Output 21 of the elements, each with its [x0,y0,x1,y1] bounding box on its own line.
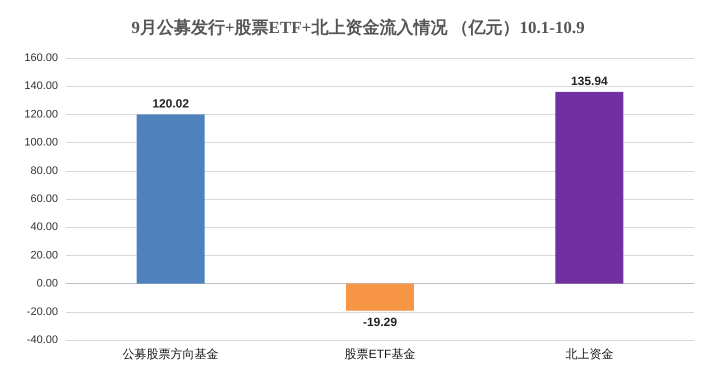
bar [346,284,414,311]
y-tick-label: -20.00 [26,306,58,318]
bar [555,92,624,284]
y-tick-label: 80.00 [30,164,58,177]
bar [136,114,205,284]
data-label: 135.94 [570,74,608,88]
x-tick-label: 公募股票方向基金 [122,347,219,361]
y-tick-label: 40.00 [30,221,58,234]
y-tick-label: 60.00 [30,193,58,205]
y-tick-label: 100.00 [24,136,58,149]
y-tick-label: 20.00 [30,249,58,262]
data-label: -19.29 [362,314,398,329]
y-tick-label: -40.00 [26,334,58,346]
x-tick-label: 股票ETF基金 [344,347,416,361]
data-label: 120.02 [152,96,190,110]
y-tick-label: 120.00 [24,108,58,120]
x-tick-label: 北上资金 [565,347,614,361]
y-tick-label: 0.00 [36,278,58,290]
y-tick-label: 140.00 [24,80,58,92]
y-tick-label: 160.00 [24,52,58,64]
chart-title: 9月公募发行+股票ETF+北上资金流入情况 （亿元）10.1-10.9 [131,18,585,37]
